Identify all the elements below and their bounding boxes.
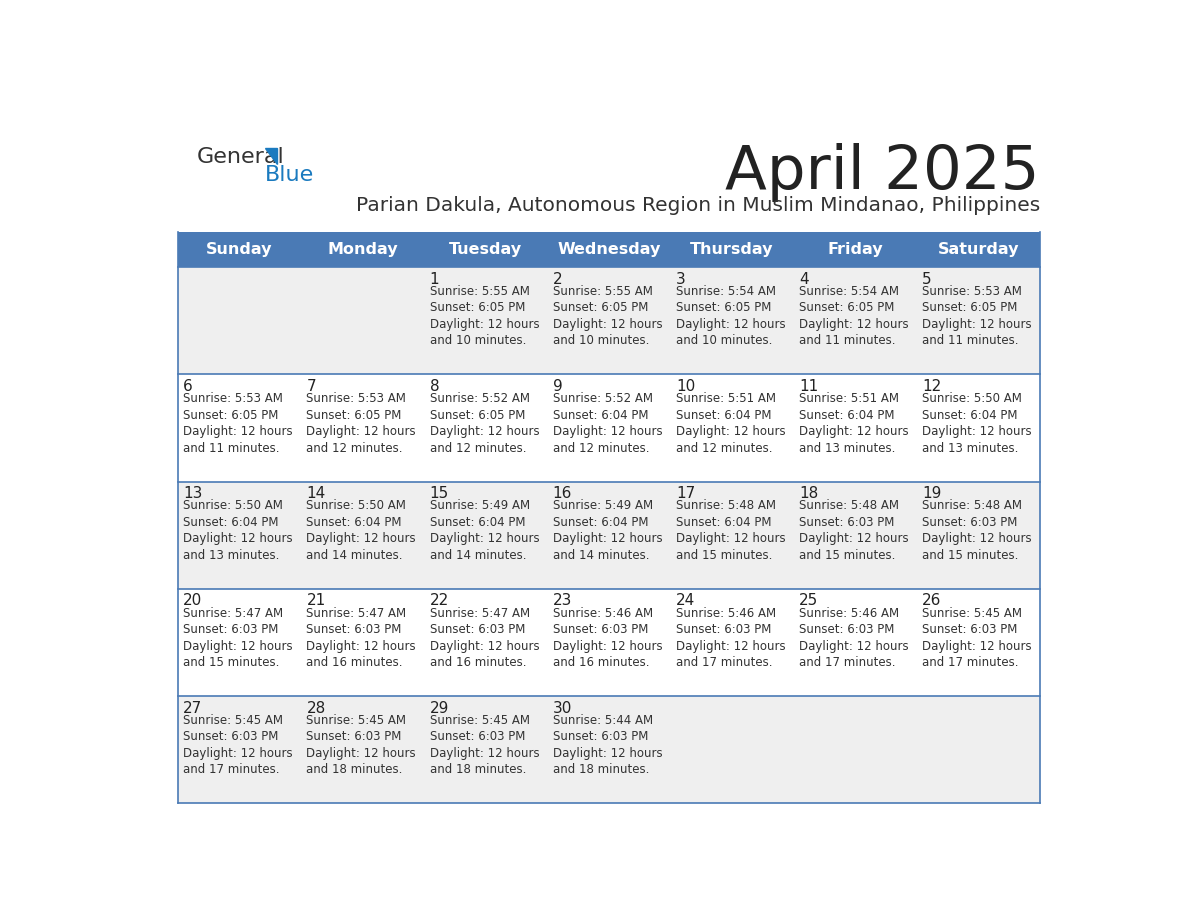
Text: Sunrise: 5:55 AM
Sunset: 6:05 PM
Daylight: 12 hours
and 10 minutes.: Sunrise: 5:55 AM Sunset: 6:05 PM Dayligh… [552,285,663,347]
Text: 15: 15 [430,487,449,501]
Text: 28: 28 [307,700,326,716]
Bar [178,482,1040,588]
Text: 20: 20 [183,593,203,609]
Text: Sunrise: 5:52 AM
Sunset: 6:04 PM
Daylight: 12 hours
and 12 minutes.: Sunrise: 5:52 AM Sunset: 6:04 PM Dayligh… [552,392,663,454]
Text: Sunrise: 5:47 AM
Sunset: 6:03 PM
Daylight: 12 hours
and 16 minutes.: Sunrise: 5:47 AM Sunset: 6:03 PM Dayligh… [430,607,539,669]
Text: Sunrise: 5:48 AM
Sunset: 6:03 PM
Daylight: 12 hours
and 15 minutes.: Sunrise: 5:48 AM Sunset: 6:03 PM Dayligh… [800,499,909,562]
Bar [178,267,1040,375]
Text: Sunrise: 5:46 AM
Sunset: 6:03 PM
Daylight: 12 hours
and 17 minutes.: Sunrise: 5:46 AM Sunset: 6:03 PM Dayligh… [676,607,785,669]
Text: Sunrise: 5:45 AM
Sunset: 6:03 PM
Daylight: 12 hours
and 18 minutes.: Sunrise: 5:45 AM Sunset: 6:03 PM Dayligh… [430,713,539,777]
Text: Sunrise: 5:54 AM
Sunset: 6:05 PM
Daylight: 12 hours
and 10 minutes.: Sunrise: 5:54 AM Sunset: 6:05 PM Dayligh… [676,285,785,347]
Text: 30: 30 [552,700,573,716]
Text: 1: 1 [430,272,440,286]
Text: Sunrise: 5:51 AM
Sunset: 6:04 PM
Daylight: 12 hours
and 12 minutes.: Sunrise: 5:51 AM Sunset: 6:04 PM Dayligh… [676,392,785,454]
Text: Sunrise: 5:48 AM
Sunset: 6:04 PM
Daylight: 12 hours
and 15 minutes.: Sunrise: 5:48 AM Sunset: 6:04 PM Dayligh… [676,499,785,562]
Text: Sunrise: 5:44 AM
Sunset: 6:03 PM
Daylight: 12 hours
and 18 minutes.: Sunrise: 5:44 AM Sunset: 6:03 PM Dayligh… [552,713,663,777]
Text: Thursday: Thursday [690,242,773,257]
Text: 10: 10 [676,379,695,394]
Text: 5: 5 [922,272,931,286]
Text: 17: 17 [676,487,695,501]
Text: General: General [196,147,284,167]
Text: 13: 13 [183,487,203,501]
Text: 9: 9 [552,379,562,394]
Text: 3: 3 [676,272,685,286]
Text: Sunrise: 5:47 AM
Sunset: 6:03 PM
Daylight: 12 hours
and 16 minutes.: Sunrise: 5:47 AM Sunset: 6:03 PM Dayligh… [307,607,416,669]
Text: Sunrise: 5:46 AM
Sunset: 6:03 PM
Daylight: 12 hours
and 16 minutes.: Sunrise: 5:46 AM Sunset: 6:03 PM Dayligh… [552,607,663,669]
Text: Sunrise: 5:49 AM
Sunset: 6:04 PM
Daylight: 12 hours
and 14 minutes.: Sunrise: 5:49 AM Sunset: 6:04 PM Dayligh… [430,499,539,562]
Text: Sunday: Sunday [207,242,273,257]
Text: Sunrise: 5:47 AM
Sunset: 6:03 PM
Daylight: 12 hours
and 15 minutes.: Sunrise: 5:47 AM Sunset: 6:03 PM Dayligh… [183,607,293,669]
Text: 22: 22 [430,593,449,609]
Text: 18: 18 [800,487,819,501]
Text: Friday: Friday [827,242,883,257]
Text: Sunrise: 5:53 AM
Sunset: 6:05 PM
Daylight: 12 hours
and 12 minutes.: Sunrise: 5:53 AM Sunset: 6:05 PM Dayligh… [307,392,416,454]
Text: 29: 29 [430,700,449,716]
Bar [178,696,1040,803]
Text: Sunrise: 5:48 AM
Sunset: 6:03 PM
Daylight: 12 hours
and 15 minutes.: Sunrise: 5:48 AM Sunset: 6:03 PM Dayligh… [922,499,1031,562]
Text: Sunrise: 5:53 AM
Sunset: 6:05 PM
Daylight: 12 hours
and 11 minutes.: Sunrise: 5:53 AM Sunset: 6:05 PM Dayligh… [183,392,293,454]
Bar [178,375,1040,482]
Text: April 2025: April 2025 [725,142,1040,201]
Text: Sunrise: 5:46 AM
Sunset: 6:03 PM
Daylight: 12 hours
and 17 minutes.: Sunrise: 5:46 AM Sunset: 6:03 PM Dayligh… [800,607,909,669]
Text: 23: 23 [552,593,573,609]
Bar [178,232,1040,267]
Text: 24: 24 [676,593,695,609]
Text: 6: 6 [183,379,194,394]
Text: Sunrise: 5:49 AM
Sunset: 6:04 PM
Daylight: 12 hours
and 14 minutes.: Sunrise: 5:49 AM Sunset: 6:04 PM Dayligh… [552,499,663,562]
Text: Sunrise: 5:50 AM
Sunset: 6:04 PM
Daylight: 12 hours
and 13 minutes.: Sunrise: 5:50 AM Sunset: 6:04 PM Dayligh… [183,499,293,562]
Text: Sunrise: 5:50 AM
Sunset: 6:04 PM
Daylight: 12 hours
and 14 minutes.: Sunrise: 5:50 AM Sunset: 6:04 PM Dayligh… [307,499,416,562]
Text: 11: 11 [800,379,819,394]
Text: 14: 14 [307,487,326,501]
Text: Tuesday: Tuesday [449,242,523,257]
Text: 16: 16 [552,487,573,501]
Text: Sunrise: 5:55 AM
Sunset: 6:05 PM
Daylight: 12 hours
and 10 minutes.: Sunrise: 5:55 AM Sunset: 6:05 PM Dayligh… [430,285,539,347]
Text: Sunrise: 5:52 AM
Sunset: 6:05 PM
Daylight: 12 hours
and 12 minutes.: Sunrise: 5:52 AM Sunset: 6:05 PM Dayligh… [430,392,539,454]
Text: Sunrise: 5:45 AM
Sunset: 6:03 PM
Daylight: 12 hours
and 17 minutes.: Sunrise: 5:45 AM Sunset: 6:03 PM Dayligh… [922,607,1031,669]
Text: 12: 12 [922,379,941,394]
Bar [178,588,1040,696]
Text: 7: 7 [307,379,316,394]
Text: Parian Dakula, Autonomous Region in Muslim Mindanao, Philippines: Parian Dakula, Autonomous Region in Musl… [355,196,1040,216]
Text: 2: 2 [552,272,562,286]
Text: 4: 4 [800,272,809,286]
Text: 8: 8 [430,379,440,394]
Text: Saturday: Saturday [937,242,1019,257]
Text: Sunrise: 5:51 AM
Sunset: 6:04 PM
Daylight: 12 hours
and 13 minutes.: Sunrise: 5:51 AM Sunset: 6:04 PM Dayligh… [800,392,909,454]
Text: 27: 27 [183,700,203,716]
Text: Sunrise: 5:45 AM
Sunset: 6:03 PM
Daylight: 12 hours
and 17 minutes.: Sunrise: 5:45 AM Sunset: 6:03 PM Dayligh… [183,713,293,777]
Text: Monday: Monday [328,242,398,257]
Text: 21: 21 [307,593,326,609]
Text: Sunrise: 5:54 AM
Sunset: 6:05 PM
Daylight: 12 hours
and 11 minutes.: Sunrise: 5:54 AM Sunset: 6:05 PM Dayligh… [800,285,909,347]
Text: Sunrise: 5:53 AM
Sunset: 6:05 PM
Daylight: 12 hours
and 11 minutes.: Sunrise: 5:53 AM Sunset: 6:05 PM Dayligh… [922,285,1031,347]
Text: Wednesday: Wednesday [557,242,661,257]
Text: Sunrise: 5:45 AM
Sunset: 6:03 PM
Daylight: 12 hours
and 18 minutes.: Sunrise: 5:45 AM Sunset: 6:03 PM Dayligh… [307,713,416,777]
Polygon shape [265,148,277,164]
Text: 19: 19 [922,487,941,501]
Text: 25: 25 [800,593,819,609]
Text: Sunrise: 5:50 AM
Sunset: 6:04 PM
Daylight: 12 hours
and 13 minutes.: Sunrise: 5:50 AM Sunset: 6:04 PM Dayligh… [922,392,1031,454]
Text: 26: 26 [922,593,941,609]
Text: Blue: Blue [265,165,314,185]
